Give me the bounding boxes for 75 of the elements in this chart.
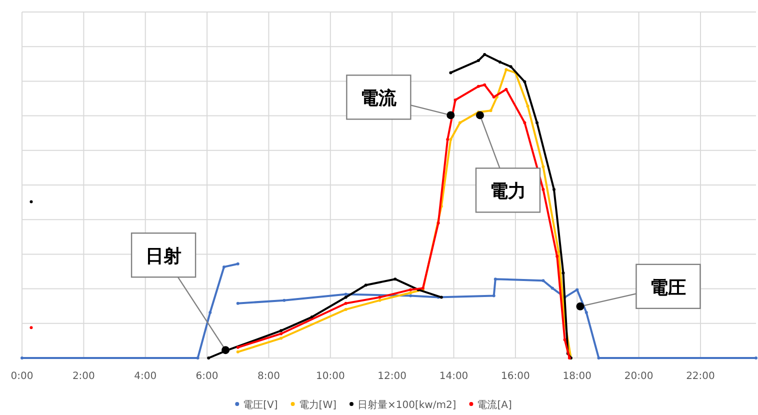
x-tick-label: 10:00 [316,371,345,382]
point [344,302,348,305]
point [208,310,212,314]
point [536,121,539,124]
point [494,278,497,281]
point [489,109,492,112]
annotation: 電流 [360,88,398,110]
annotation: 電圧 [650,277,686,298]
point [449,138,452,141]
point [542,165,545,168]
point [236,302,240,305]
point [449,71,452,74]
legend-label: 日射量×100[kw/m2] [357,399,456,411]
point [446,138,450,141]
annotation: 電力 [490,181,526,202]
point [30,326,33,330]
point [504,68,508,72]
point [440,296,443,299]
point [282,298,286,302]
point [236,262,240,266]
annotation: 日射 [146,246,182,268]
point [504,88,508,91]
point [492,95,496,98]
point [236,346,240,349]
x-tick-label: 22:00 [686,371,715,382]
point [344,296,348,299]
point [556,254,559,258]
point [476,59,480,62]
x-tick-label: 16:00 [501,371,530,382]
point [280,336,283,340]
point [523,121,526,124]
point [364,284,368,287]
point [280,332,283,336]
point [498,60,502,64]
point [236,350,240,354]
x-tick-label: 2:00 [72,371,95,382]
point [483,83,486,86]
x-tick-label: 0:00 [10,371,34,382]
point [542,279,545,282]
x-tick-label: 12:00 [378,371,406,382]
point [523,80,526,84]
point [454,98,457,102]
x-tick-label: 8:00 [257,371,280,382]
point [557,250,560,254]
point [576,288,579,292]
point [584,310,588,314]
point [280,329,283,332]
x-tick-label: 6:00 [196,371,218,382]
legend-label: 電流[A] [477,399,512,411]
point [394,278,397,281]
point [476,84,480,88]
point [436,221,440,224]
point [378,296,382,299]
x-tick-label: 18:00 [562,371,592,382]
point [458,121,462,124]
point [409,288,412,292]
x-tick-label: 14:00 [439,371,468,382]
legend-label: 電圧[V] [243,400,278,411]
point [542,188,545,192]
point [509,65,512,68]
point [378,298,382,302]
x-tick-label: 4:00 [134,371,157,382]
point [30,200,33,204]
point [563,338,566,342]
point [344,292,348,296]
point [526,104,530,108]
point [409,291,412,294]
point [207,356,210,360]
x-tick-label: 20:00 [624,371,654,382]
point [409,294,412,298]
point [550,286,554,290]
point [562,272,565,275]
legend-label: 電力[W] [298,399,337,411]
point [344,308,348,311]
point [483,52,486,56]
